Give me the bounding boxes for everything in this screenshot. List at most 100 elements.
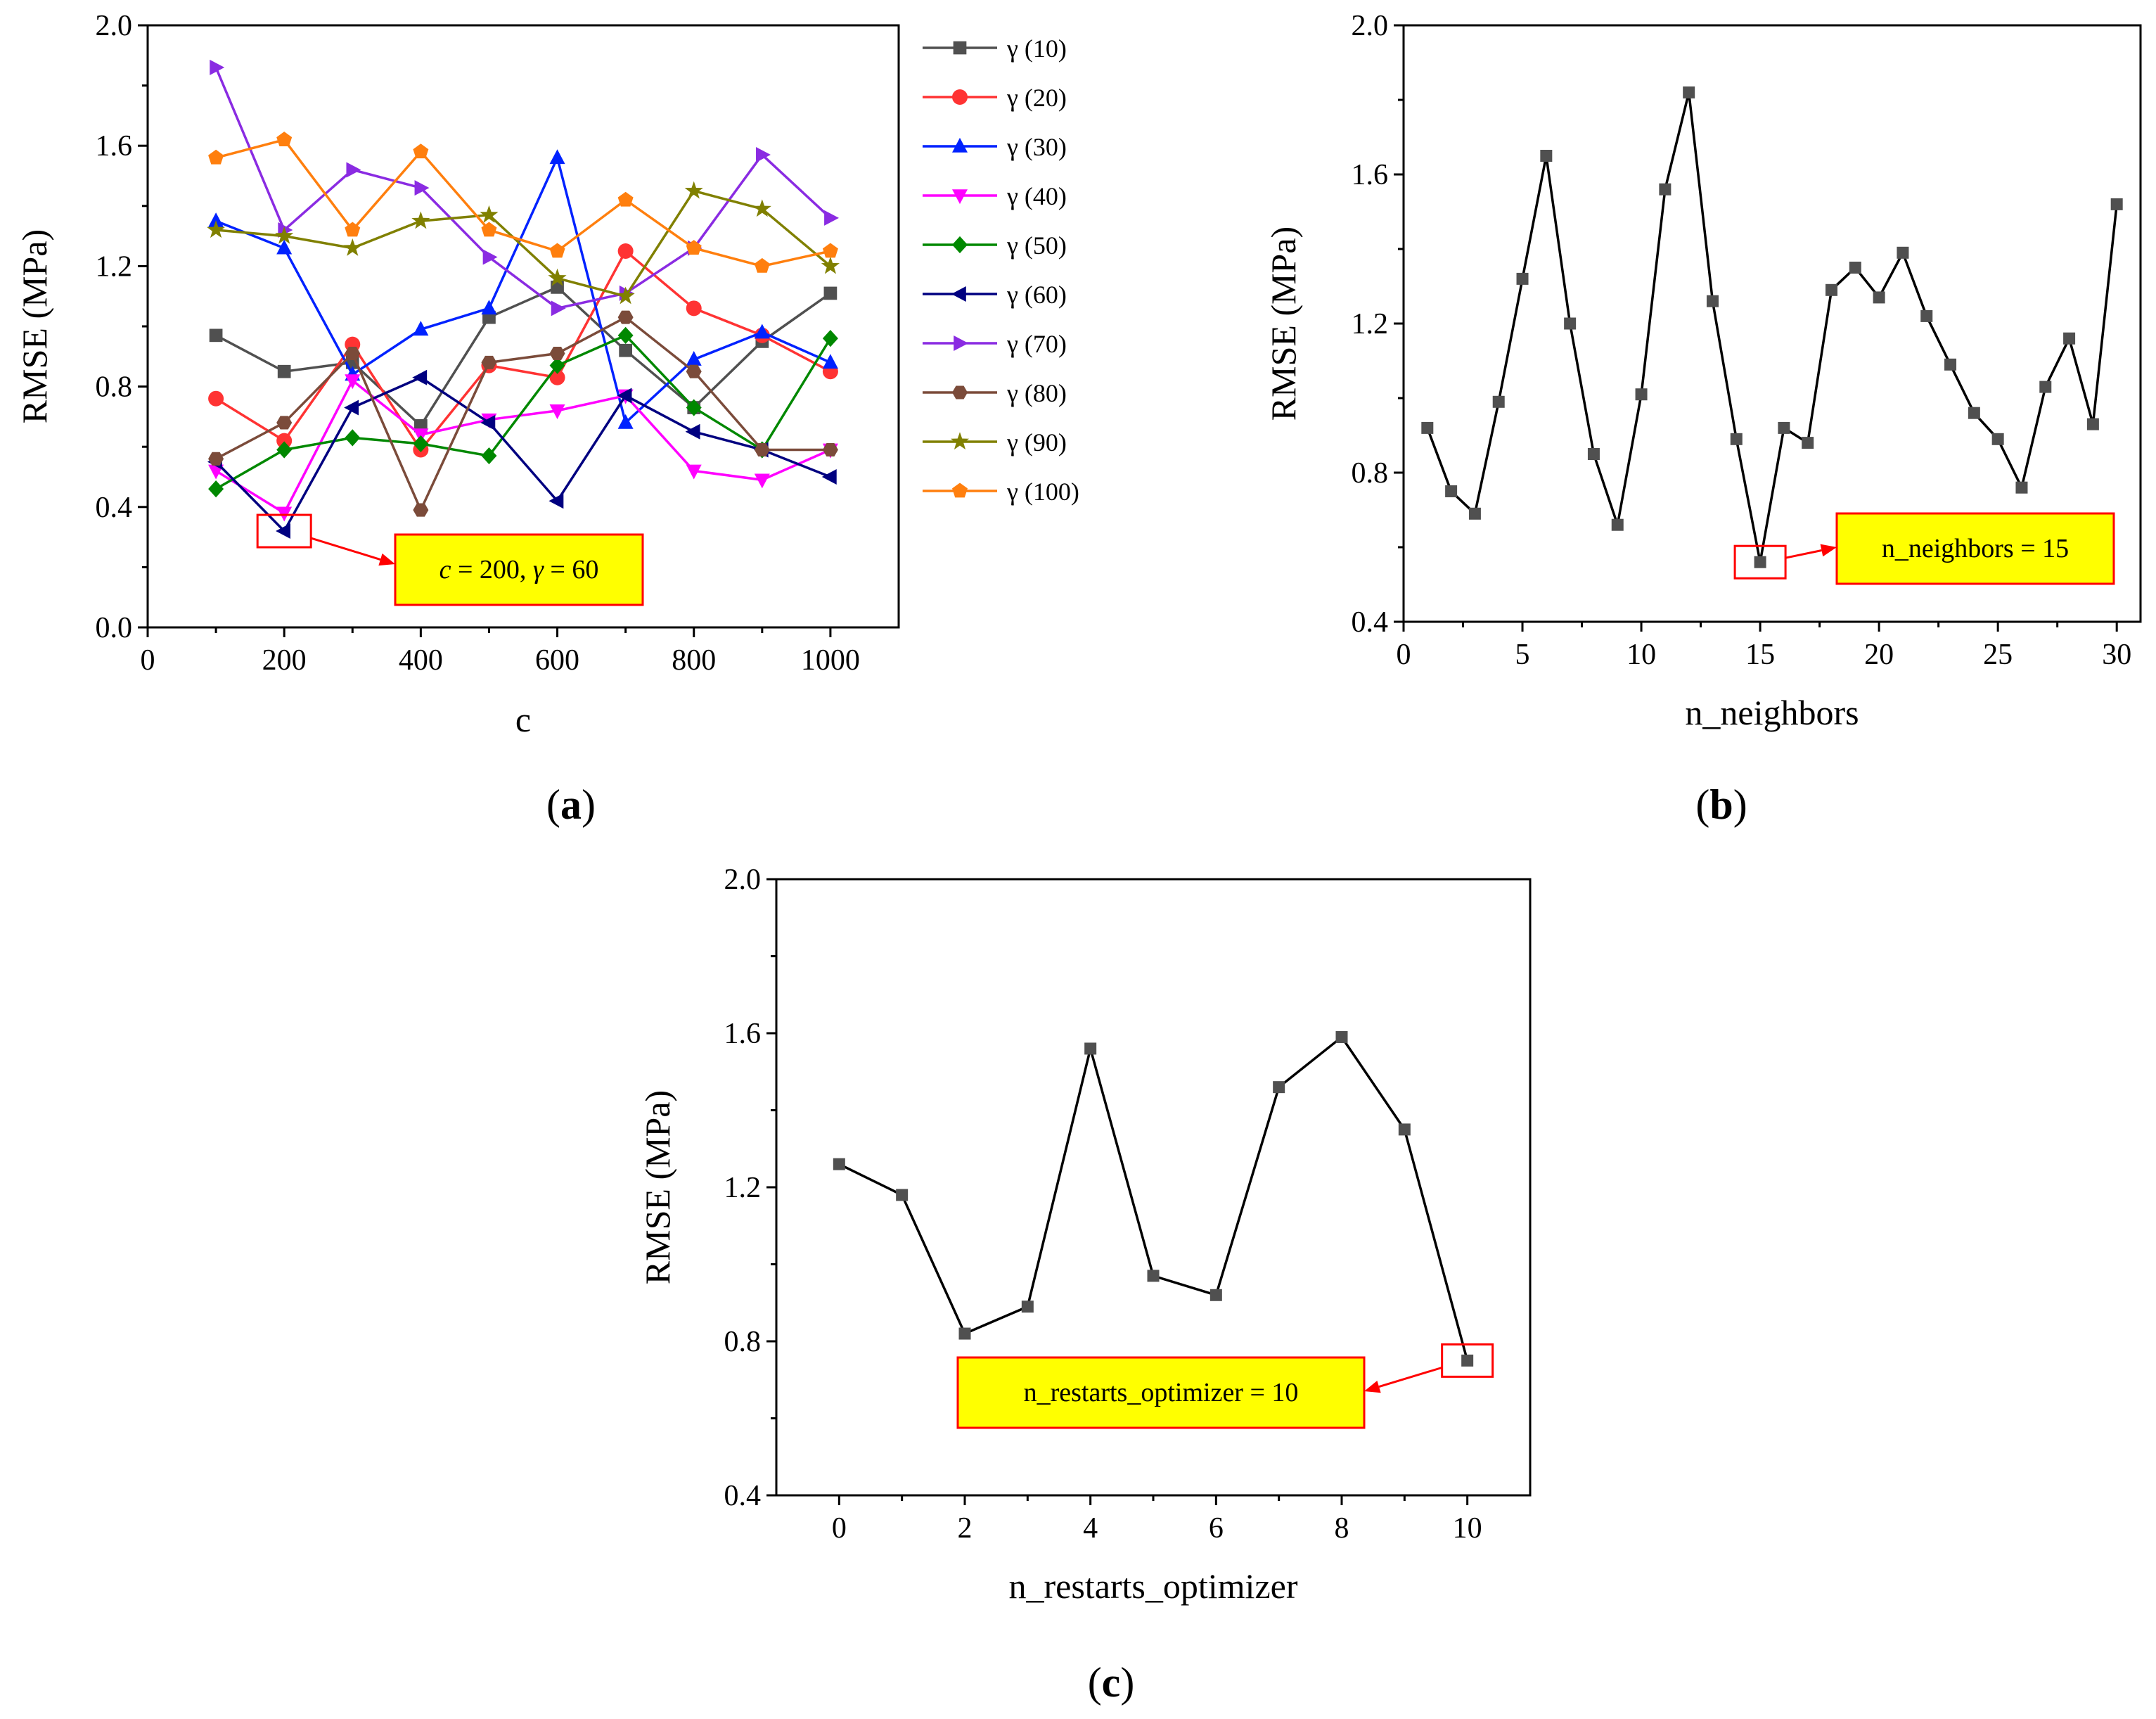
data-point: [343, 238, 362, 256]
data-point: [276, 523, 290, 539]
data-point: [276, 433, 293, 449]
data-point: [210, 59, 225, 75]
legend-item: γ (40): [923, 182, 1067, 210]
legend-label: γ (50): [1006, 231, 1067, 260]
legend-label: γ (60): [1006, 281, 1067, 309]
y-axis-title-a: RMSE (MPa): [15, 229, 54, 423]
data-point: [549, 369, 565, 385]
legend-item: γ (70): [923, 330, 1067, 358]
series-100: [208, 132, 838, 273]
x-tick-label: 5: [1515, 639, 1530, 671]
annotation-text-b: n_neighbors = 15: [1882, 534, 2069, 563]
x-axis-title-c: n_restarts_optimizer: [1009, 1566, 1298, 1606]
x-tick-label: 10: [1453, 1512, 1482, 1545]
annotation-text-a-1: = 200,: [451, 555, 533, 584]
series-20: [208, 243, 838, 458]
data-point: [549, 404, 565, 419]
annotation-text-a: c = 200, γ = 60: [439, 555, 599, 584]
x-tick-label: 0: [832, 1512, 847, 1545]
data-point: [481, 300, 497, 315]
data-point: [412, 369, 428, 385]
series-line: [215, 154, 831, 426]
data-point: [207, 220, 226, 238]
y-axis-title-b: RMSE (MPa): [1264, 226, 1303, 421]
data-point: [1611, 518, 1624, 531]
legend-marker: [952, 137, 968, 153]
data-point: [1461, 1354, 1474, 1367]
x-tick-label: 1000: [801, 644, 860, 677]
data-point: [208, 390, 224, 407]
y-tick-label: 1.2: [1352, 308, 1389, 340]
data-point: [1802, 437, 1814, 449]
data-point: [276, 132, 293, 146]
data-point: [481, 447, 497, 465]
data-point: [1897, 246, 1909, 259]
data-point: [480, 414, 496, 430]
y-tick-label: 0.8: [1352, 457, 1389, 490]
data-point: [617, 243, 634, 259]
data-point: [1754, 556, 1766, 568]
legend-marker: [952, 385, 968, 400]
data-point: [1920, 309, 1933, 322]
data-point: [833, 1158, 845, 1170]
annotation-box-c: n_restarts_optimizer = 10: [956, 1356, 1366, 1429]
x-axis-title-a: c: [515, 700, 531, 739]
data-point: [413, 321, 429, 336]
data-point: [208, 149, 224, 165]
plot-area-b: [1421, 86, 2123, 568]
data-point: [686, 240, 702, 255]
data-point: [1849, 262, 1861, 274]
legend-label: γ (80): [1006, 379, 1067, 407]
series-50: [208, 326, 838, 498]
data-point: [1587, 448, 1600, 460]
highlight-box-b: [1733, 544, 1787, 580]
data-point: [686, 364, 702, 378]
series-line: [215, 378, 831, 515]
data-point: [1706, 295, 1719, 307]
panel-label-a: (a): [546, 781, 596, 828]
legend-marker: [951, 286, 966, 302]
data-point: [1825, 283, 1838, 296]
data-point: [413, 435, 429, 453]
legend-label: γ (40): [1006, 182, 1067, 210]
data-point: [2063, 332, 2076, 345]
data-point: [2086, 418, 2099, 430]
y-tick-label: 0.8: [96, 371, 133, 404]
data-point: [617, 191, 634, 207]
y-tick-label: 2.0: [1352, 10, 1389, 42]
data-point: [208, 452, 224, 466]
annotation-arrowhead-b: [1820, 544, 1837, 557]
series-60: [207, 369, 837, 539]
data-point: [209, 328, 223, 343]
series-70: [210, 59, 840, 317]
panel-label-c: (c): [1088, 1659, 1135, 1706]
data-point: [754, 473, 770, 489]
annotation-text-a-2: = 60: [544, 555, 598, 584]
axes-frame-b: 0 5 10 15 20 25 30 0.4 0.8 1.2 1.6 2.0: [1352, 10, 2142, 671]
data-point: [275, 226, 294, 244]
data-point: [413, 143, 429, 159]
data-point: [549, 346, 565, 361]
legend-marker: [952, 89, 968, 105]
data-point: [754, 324, 770, 339]
legend-label: γ (30): [1006, 133, 1067, 161]
legend-item: γ (20): [923, 84, 1067, 112]
data-point: [1540, 150, 1553, 162]
y-tick-label: 1.2: [96, 250, 133, 283]
legend-marker: [952, 483, 968, 498]
x-tick-label: 8: [1335, 1512, 1349, 1545]
data-point: [617, 414, 634, 429]
data-point: [2110, 198, 2123, 210]
data-point: [482, 249, 498, 265]
chart-panel-b: 0 5 10 15 20 25 30 0.4 0.8 1.2 1.6 2.0 RMSE (MPa) n…: [1264, 10, 2142, 828]
x-tick-label: 6: [1209, 1512, 1224, 1545]
data-point: [686, 399, 702, 416]
data-point: [345, 346, 361, 361]
y-tick-label: 2.0: [724, 864, 762, 896]
data-point: [413, 503, 429, 517]
x-tick-label: 400: [399, 644, 443, 677]
data-point: [616, 286, 635, 305]
legend-label: γ (10): [1006, 34, 1067, 63]
data-point: [1209, 1289, 1222, 1301]
legend-item: γ (80): [923, 379, 1067, 407]
